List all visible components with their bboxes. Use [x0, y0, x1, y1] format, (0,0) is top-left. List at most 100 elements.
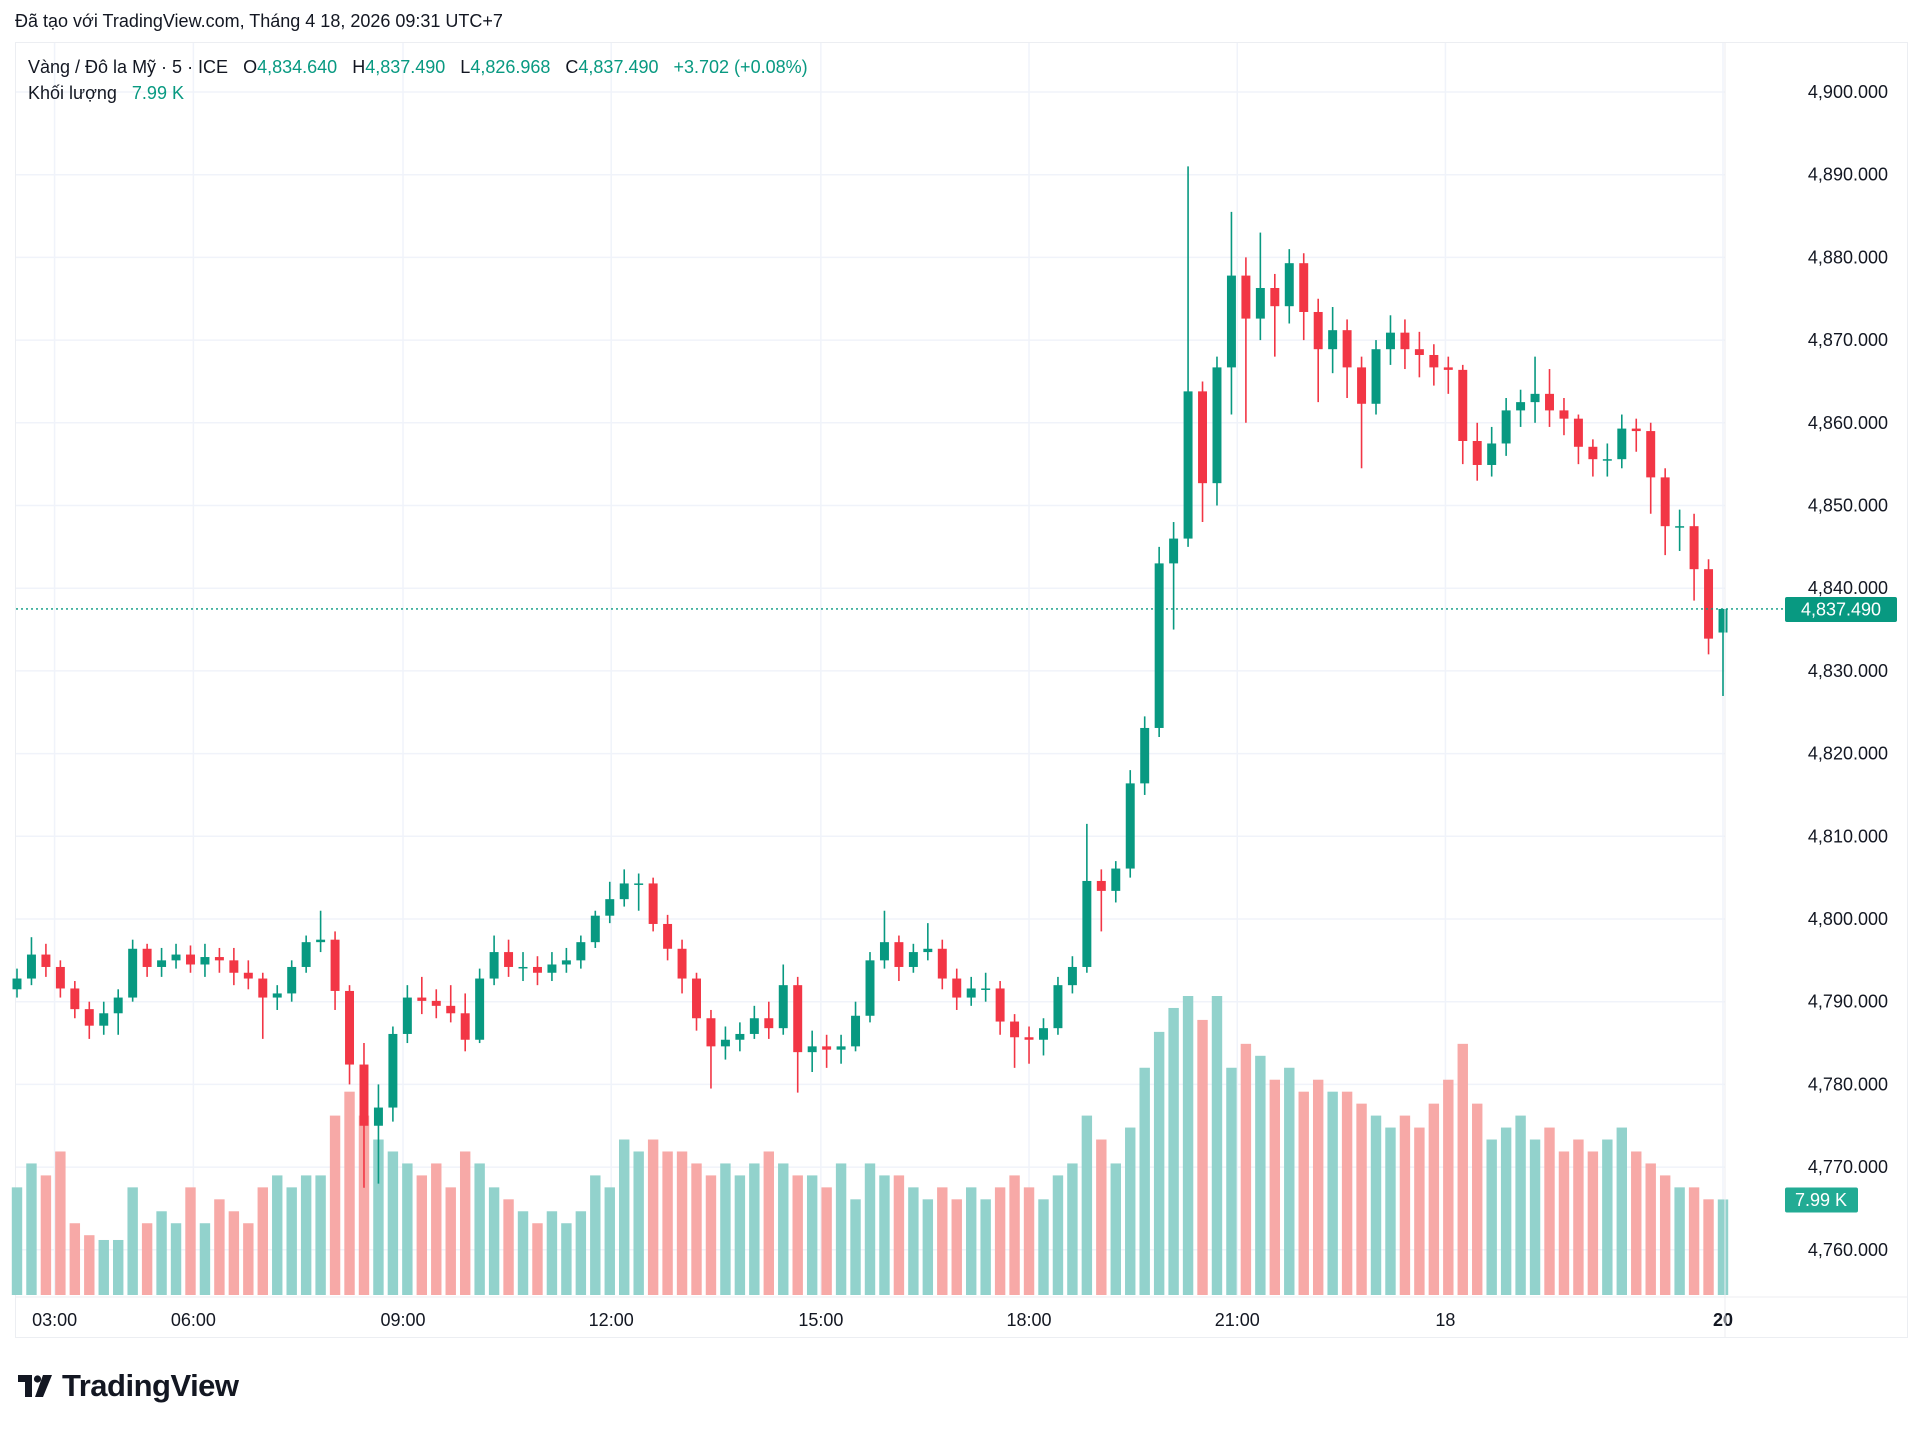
tradingview-logo[interactable]: TradingView	[18, 1368, 239, 1404]
volume-bar	[228, 1211, 240, 1295]
candle-body	[894, 942, 904, 967]
volume-bar	[373, 1139, 384, 1295]
candle-body	[229, 960, 239, 973]
volume-bar	[561, 1223, 572, 1295]
candle-body	[908, 952, 918, 967]
candle-body	[1053, 985, 1063, 1029]
candle-body	[272, 993, 282, 998]
volume-bar	[11, 1187, 23, 1295]
volume-bar	[1385, 1127, 1396, 1295]
volume-bar	[1486, 1139, 1497, 1295]
tradingview-logo-icon	[18, 1375, 52, 1397]
price-axis-label: 4,840.000	[1808, 578, 1888, 598]
volume-bar	[1298, 1091, 1309, 1295]
volume-bar	[329, 1115, 341, 1295]
volume-bar	[257, 1187, 268, 1295]
volume-bar	[69, 1223, 81, 1295]
candle-body	[778, 985, 788, 1029]
candle-body	[706, 1018, 716, 1047]
candle-body	[214, 957, 224, 961]
candle-body	[865, 960, 875, 1016]
candle-body	[402, 997, 412, 1034]
volume-bar	[358, 1115, 370, 1295]
candle-body	[1602, 459, 1612, 461]
candle-body	[55, 966, 65, 989]
candle-body	[764, 1018, 774, 1029]
volume-bar	[387, 1151, 399, 1295]
volume-bar	[286, 1187, 297, 1295]
volume-bar	[1226, 1067, 1237, 1295]
volume-bar	[1529, 1139, 1541, 1295]
candle-body	[287, 966, 297, 994]
candle-body	[113, 997, 123, 1014]
volume-bar	[84, 1235, 95, 1295]
candle-body	[316, 939, 326, 943]
volume-bar	[720, 1163, 731, 1295]
candle-body	[1284, 263, 1294, 307]
candle-body	[1400, 332, 1410, 350]
volume-bar	[1110, 1163, 1121, 1295]
candle-body	[1443, 367, 1453, 370]
volume-bar	[1457, 1043, 1468, 1295]
volume-bar	[1674, 1187, 1685, 1295]
candle-body	[1646, 431, 1656, 478]
candle-body	[1183, 391, 1193, 539]
price-axis-label: 4,870.000	[1808, 330, 1888, 350]
symbol-name[interactable]: Vàng / Đô la Mỹ · 5 · ICE	[28, 57, 229, 77]
volume-bar	[40, 1175, 52, 1295]
volume-bar	[1573, 1139, 1584, 1295]
price-axis-label: 4,830.000	[1808, 661, 1888, 681]
volume-bar	[1428, 1103, 1440, 1295]
candle-body	[1342, 330, 1352, 368]
candle-body	[1039, 1028, 1048, 1040]
symbol-legend: Vàng / Đô la Mỹ · 5 · ICE O4,834.640 H4,…	[28, 54, 808, 106]
time-axis-label: 15:00	[798, 1310, 843, 1330]
volume-bar	[691, 1163, 702, 1295]
candle-body	[417, 997, 427, 1001]
volume-bar	[1125, 1127, 1136, 1295]
candle-body	[735, 1033, 745, 1040]
volume-bar	[199, 1223, 211, 1295]
volume-bar	[344, 1091, 355, 1295]
chart-frame	[15, 42, 1908, 1338]
low-label: L	[460, 57, 471, 77]
volume-bar	[532, 1223, 543, 1295]
price-axis-label: 4,760.000	[1808, 1240, 1888, 1260]
candle-body	[171, 954, 181, 961]
candle-body	[1385, 332, 1395, 350]
price-axis-label: 4,860.000	[1808, 413, 1888, 433]
candle-body	[431, 1000, 441, 1006]
volume-bar	[1515, 1115, 1526, 1295]
candle-body	[1226, 275, 1236, 368]
candle-body	[1299, 263, 1309, 312]
candle-body	[619, 883, 629, 900]
candle-body	[1024, 1037, 1034, 1040]
price-axis-label: 4,880.000	[1808, 247, 1888, 267]
candle-body	[1313, 311, 1323, 350]
volume-bar	[1616, 1127, 1628, 1295]
volume-bar	[1500, 1127, 1512, 1295]
volume-label[interactable]: Khối lượng	[28, 83, 117, 103]
open-label: O	[243, 57, 258, 77]
candle-body	[1414, 349, 1424, 355]
candle-body	[836, 1046, 846, 1050]
candle-body	[157, 960, 167, 967]
candle-body	[1082, 880, 1092, 967]
volume-bar	[1211, 996, 1223, 1295]
volume-bar	[300, 1175, 312, 1295]
candle-body	[1704, 569, 1714, 639]
candle-body	[1675, 526, 1685, 528]
candle-body	[373, 1107, 383, 1126]
candle-body	[84, 1009, 94, 1026]
candle-body	[1111, 868, 1121, 891]
low-value: 4,826.968	[470, 57, 551, 77]
price-axis-label: 4,770.000	[1808, 1157, 1888, 1177]
volume-bar	[402, 1163, 413, 1295]
volume-bar	[1269, 1079, 1281, 1295]
volume-bar	[835, 1163, 847, 1295]
volume-bar	[575, 1211, 587, 1295]
price-axis-label: 4,810.000	[1808, 826, 1888, 846]
candle-body	[359, 1064, 369, 1126]
candle-body	[1530, 393, 1540, 403]
